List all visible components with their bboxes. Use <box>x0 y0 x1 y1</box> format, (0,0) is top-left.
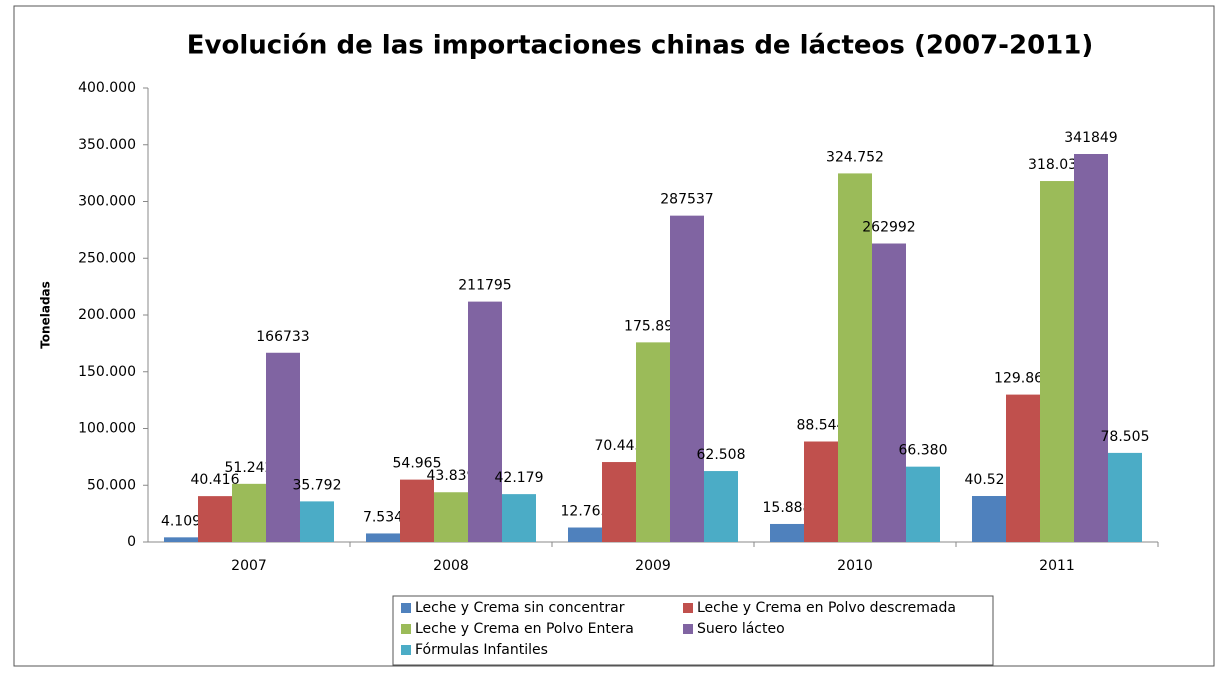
legend-label: Leche y Crema en Polvo Entera <box>415 621 634 637</box>
data-label: 4.109 <box>161 513 201 529</box>
data-label: 12.763 <box>561 504 610 520</box>
data-label: 66.380 <box>899 443 948 459</box>
bar <box>1006 394 1040 542</box>
x-tick-label: 2009 <box>635 558 671 574</box>
bar <box>400 479 434 542</box>
bar <box>636 342 670 542</box>
y-tick-label: 250.000 <box>78 250 136 266</box>
y-tick-label: 0 <box>127 534 136 550</box>
bar <box>872 243 906 542</box>
legend-swatch <box>401 603 411 613</box>
bar <box>300 501 334 542</box>
data-label: 341849 <box>1064 130 1117 146</box>
y-tick-label: 400.000 <box>78 80 136 96</box>
bar <box>1040 181 1074 543</box>
bar <box>468 301 502 542</box>
bar <box>502 494 536 542</box>
data-label: 175.893 <box>624 318 682 334</box>
data-label: 88.544 <box>797 418 846 434</box>
data-label: 62.508 <box>697 447 746 463</box>
bar <box>804 441 838 542</box>
data-label: 54.965 <box>393 456 442 472</box>
bar <box>232 483 266 542</box>
y-tick-label: 350.000 <box>78 137 136 153</box>
data-label: 42.179 <box>495 470 544 486</box>
chart-title: Evolución de las importaciones chinas de… <box>187 31 1093 61</box>
data-label: 129.869 <box>994 371 1052 387</box>
bar <box>972 496 1006 542</box>
legend-label: Fórmulas Infantiles <box>415 642 548 658</box>
bar <box>1108 452 1142 542</box>
data-label: 40.521 <box>965 472 1014 488</box>
x-tick-label: 2008 <box>433 558 469 574</box>
bar <box>164 537 198 542</box>
data-label: 7.534 <box>363 509 403 525</box>
bar <box>906 466 940 542</box>
data-label: 318.033 <box>1028 157 1086 173</box>
y-tick-label: 150.000 <box>78 364 136 380</box>
legend-swatch <box>683 603 693 613</box>
legend-label: Leche y Crema sin concentrar <box>415 600 625 616</box>
data-label: 166733 <box>256 329 309 345</box>
legend-swatch <box>683 624 693 634</box>
y-tick-label: 50.000 <box>87 477 136 493</box>
bar <box>770 523 804 542</box>
data-label: 51.242 <box>225 460 274 476</box>
data-label: 287537 <box>660 192 713 208</box>
y-tick-label: 200.000 <box>78 307 136 323</box>
data-label: 211795 <box>458 278 511 294</box>
bar <box>602 462 636 542</box>
data-label: 15.888 <box>763 500 812 516</box>
bar <box>198 496 232 542</box>
bar <box>670 215 704 542</box>
data-label: 262992 <box>862 220 915 236</box>
bar <box>366 533 400 542</box>
bar <box>1074 154 1108 542</box>
bar <box>704 471 738 542</box>
data-label: 78.505 <box>1101 429 1150 445</box>
data-label: 70.443 <box>595 438 644 454</box>
bar <box>434 492 468 542</box>
bar <box>568 527 602 542</box>
y-tick-label: 300.000 <box>78 194 136 210</box>
y-axis-label: Toneladas <box>39 281 53 349</box>
legend-swatch <box>401 624 411 634</box>
data-label: 40.416 <box>191 472 240 488</box>
x-tick-label: 2010 <box>837 558 873 574</box>
bar <box>838 173 872 542</box>
data-label: 35.792 <box>293 477 342 493</box>
legend-label: Suero lácteo <box>697 621 785 637</box>
chart-border <box>13 5 1215 667</box>
x-tick-label: 2007 <box>231 558 267 574</box>
data-label: 43.839 <box>427 468 476 484</box>
y-tick-label: 100.000 <box>78 421 136 437</box>
legend-swatch <box>401 645 411 655</box>
bar <box>266 352 300 542</box>
legend-label: Leche y Crema en Polvo descremada <box>697 600 956 616</box>
data-label: 324.752 <box>826 149 884 165</box>
x-tick-label: 2011 <box>1039 558 1075 574</box>
